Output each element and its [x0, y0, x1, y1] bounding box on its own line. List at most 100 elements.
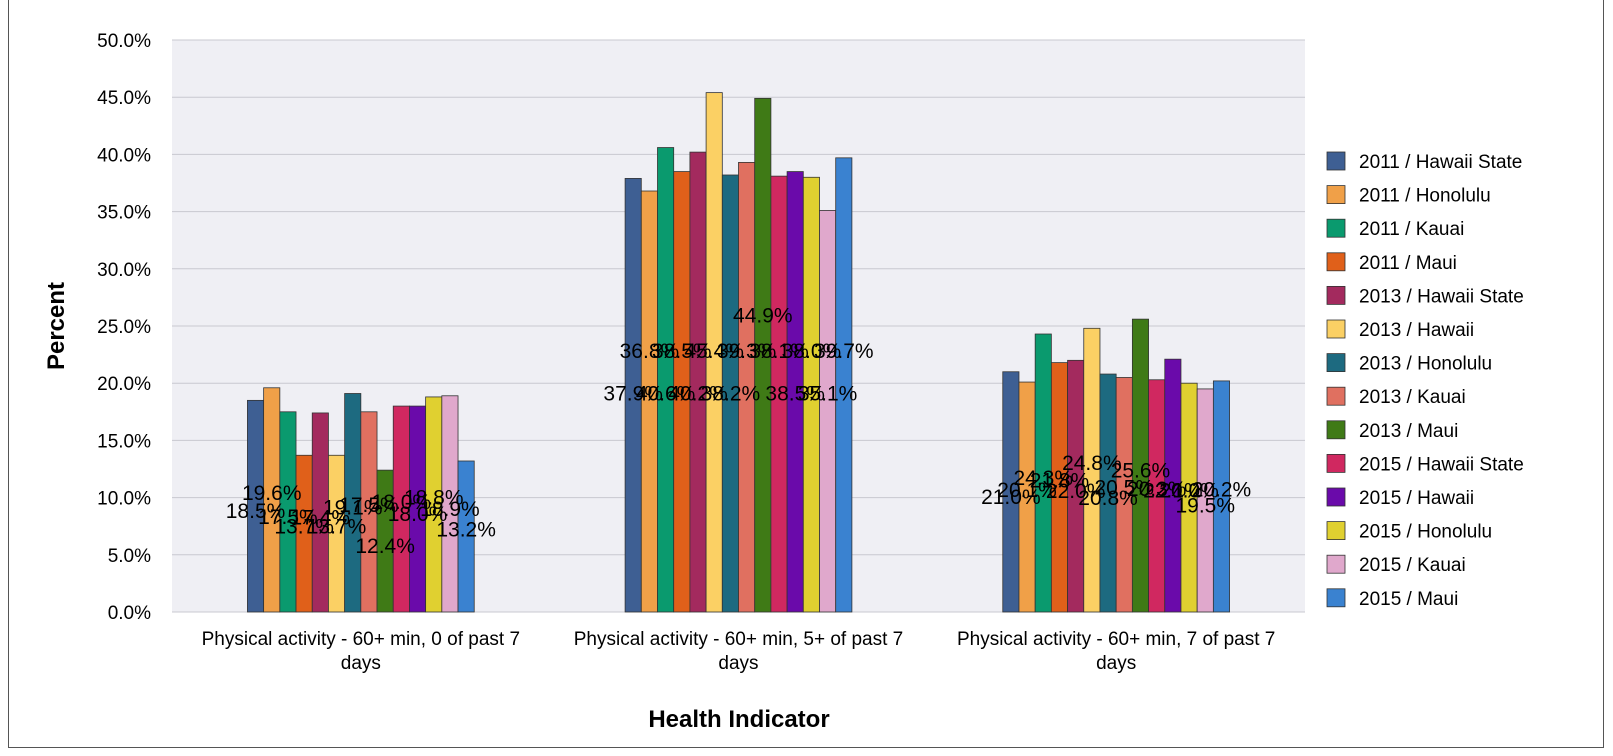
legend-label: 2013 / Honolulu: [1359, 354, 1492, 375]
legend-swatch: [1326, 151, 1346, 171]
data-label: 21.0%: [981, 486, 1041, 509]
data-label: 36.8%: [620, 340, 680, 363]
data-label: 20.5%: [1094, 477, 1154, 500]
legend-label: 2015 / Honolulu: [1359, 522, 1492, 543]
data-labels: 18.5%19.6%17.5%13.7%17.4%13.7%19.1%17.5%…: [226, 305, 1251, 559]
y-tick-label: 5.0%: [108, 546, 151, 567]
data-label: 45.4%: [684, 340, 744, 363]
bar: [657, 147, 675, 613]
legend-swatch: [1326, 218, 1346, 238]
data-label: 19.1%: [323, 497, 383, 520]
legend-swatch: [1326, 487, 1346, 507]
x-tick-label: days: [1096, 653, 1136, 674]
data-label: 20.1%: [997, 479, 1057, 502]
bar-chart: 0.0% 5.0% 10.0% 15.0% 20.0% 25.0% 30.0% 35.0% 40…: [43, 31, 1524, 733]
data-label: 37.9%: [603, 382, 663, 405]
y-tick-label: 10.0%: [97, 489, 151, 510]
data-label: 38.2%: [701, 382, 761, 405]
legend-swatch: [1326, 319, 1346, 339]
x-tick-label: Physical activity - 60+ min, 5+ of past …: [574, 629, 904, 650]
data-label: 24.3%: [1013, 467, 1073, 490]
y-axis-ticks: 0.0% 5.0% 10.0% 15.0% 20.0% 25.0% 30.0% 35.0% 40…: [97, 31, 151, 624]
data-label: 24.8%: [1062, 452, 1122, 475]
data-label: 13.7%: [274, 516, 334, 539]
legend-swatch: [1326, 353, 1346, 373]
data-label: 18.9%: [420, 498, 480, 521]
data-label: 38.5%: [765, 382, 825, 405]
x-tick-label: Physical activity - 60+ min, 0 of past 7: [202, 629, 520, 650]
data-label: 18.0%: [372, 491, 432, 514]
legend-label: 2013 / Hawaii State: [1359, 286, 1524, 307]
y-tick-label: 45.0%: [97, 88, 151, 109]
legend-label: 2011 / Kauai: [1359, 219, 1464, 240]
data-label: 17.5%: [339, 494, 399, 517]
bar: [457, 460, 475, 613]
legend-swatch: [1326, 588, 1346, 608]
legend-swatch: [1326, 185, 1346, 205]
data-label: 38.1%: [749, 340, 809, 363]
data-label: 22.1%: [1143, 480, 1203, 503]
data-label: 12.4%: [355, 535, 415, 558]
legend-label: 2013 / Maui: [1359, 421, 1458, 442]
y-tick-label: 25.0%: [97, 317, 151, 338]
bar: [835, 157, 853, 613]
data-label: 22.0%: [1046, 480, 1106, 503]
x-axis-title: Health Indicator: [648, 706, 829, 733]
legend-label: 2015 / Kauai: [1359, 555, 1466, 576]
legend-swatch: [1326, 521, 1346, 540]
data-label: 20.3%: [1127, 478, 1187, 501]
legend-label: 2015 / Hawaii State: [1359, 454, 1524, 475]
data-label: 17.4%: [291, 506, 351, 529]
data-label: 18.5%: [226, 500, 286, 523]
data-label: 40.6%: [636, 382, 696, 405]
legend-label: 2011 / Honolulu: [1359, 186, 1491, 207]
y-tick-label: 30.0%: [97, 260, 151, 281]
data-label: 39.3%: [717, 340, 777, 363]
y-tick-label: 40.0%: [97, 145, 151, 166]
y-tick-label: 35.0%: [97, 203, 151, 224]
legend-swatch: [1326, 285, 1346, 305]
x-tick-label: days: [341, 653, 381, 674]
legend-label: 2015 / Hawaii: [1359, 488, 1474, 509]
legend-swatch: [1326, 252, 1346, 272]
bars: [247, 92, 1230, 613]
y-axis-title: Percent: [43, 282, 70, 370]
data-label: 18.8%: [404, 486, 464, 509]
legend-label: 2011 / Hawaii State: [1359, 152, 1522, 173]
data-label: 19.6%: [242, 482, 302, 505]
legend-swatch: [1326, 453, 1346, 473]
legend-label: 2011 / Maui: [1359, 253, 1457, 274]
x-tick-label: Physical activity - 60+ min, 7 of past 7: [957, 629, 1275, 650]
legend-swatch: [1326, 420, 1346, 440]
data-label: 13.2%: [436, 518, 496, 541]
data-label: 20.0%: [1159, 480, 1219, 503]
legend: 2011 / Hawaii State 2011 / Honolulu 2011 /…: [1326, 151, 1524, 610]
data-label: 39.7%: [814, 340, 874, 363]
data-label: 38.5%: [652, 340, 712, 363]
bar: [819, 210, 837, 613]
data-label: 20.2%: [1192, 478, 1252, 501]
data-label: 25.6%: [1111, 460, 1171, 483]
y-tick-label: 50.0%: [97, 31, 151, 52]
data-label: 19.5%: [1175, 494, 1235, 517]
x-tick-label: days: [718, 653, 758, 674]
legend-label: 2013 / Kauai: [1359, 387, 1466, 408]
data-label: 18.0%: [388, 503, 448, 526]
bar: [1212, 380, 1230, 613]
y-tick-label: 20.0%: [97, 374, 151, 395]
data-label: 44.9%: [733, 305, 793, 328]
data-label: 21.8%: [1030, 469, 1090, 492]
data-label: 17.5%: [258, 506, 318, 529]
data-label: 35.1%: [798, 382, 858, 405]
legend-swatch: [1326, 386, 1346, 406]
data-label: 40.2%: [668, 382, 728, 405]
y-tick-label: 15.0%: [97, 431, 151, 452]
legend-label: 2013 / Hawaii: [1359, 320, 1474, 341]
legend-swatch: [1326, 554, 1346, 574]
data-label: 38.0%: [782, 340, 842, 363]
y-tick-label: 0.0%: [108, 603, 151, 624]
chart-frame: 0.0% 5.0% 10.0% 15.0% 20.0% 25.0% 30.0% 35.0% 40…: [8, 0, 1604, 748]
data-label: 20.8%: [1078, 487, 1138, 510]
x-axis-ticks: Physical activity - 60+ min, 0 of past 7…: [202, 629, 1276, 674]
data-label: 13.7%: [307, 516, 367, 539]
